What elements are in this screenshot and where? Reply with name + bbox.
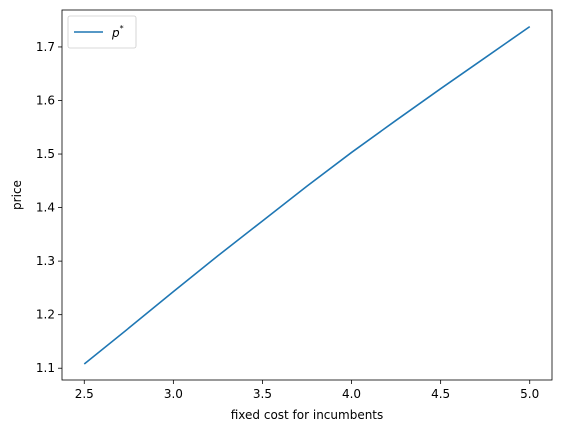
y-axis-ticks: 1.1 1.2 1.3 1.4 1.5 1.6 1.7 bbox=[36, 40, 62, 375]
x-tick-label: 5.0 bbox=[520, 387, 539, 401]
series-line-p-star bbox=[83, 25, 531, 365]
y-tick-label: 1.1 bbox=[36, 361, 55, 375]
x-axis-label: fixed cost for incumbents bbox=[231, 408, 384, 422]
y-tick-label: 1.7 bbox=[36, 40, 55, 54]
legend: p* bbox=[67, 15, 137, 49]
y-axis-label: price bbox=[10, 180, 24, 210]
x-tick-label: 3.5 bbox=[253, 387, 272, 401]
legend-entry-superscript: * bbox=[120, 24, 124, 33]
x-axis-ticks: 2.5 3.0 3.5 4.0 4.5 5.0 bbox=[75, 380, 539, 401]
y-tick-label: 1.5 bbox=[36, 147, 55, 161]
x-tick-label: 4.5 bbox=[431, 387, 450, 401]
axes-frame bbox=[61, 9, 553, 381]
y-tick-label: 1.6 bbox=[36, 93, 55, 107]
x-tick-label: 3.0 bbox=[164, 387, 183, 401]
x-tick-label: 2.5 bbox=[75, 387, 94, 401]
legend-entry-label: p* bbox=[111, 24, 124, 40]
x-tick-label: 4.0 bbox=[342, 387, 361, 401]
legend-entry-base: p bbox=[111, 26, 120, 40]
y-tick-label: 1.3 bbox=[36, 254, 55, 268]
plot-area bbox=[83, 25, 531, 365]
y-tick-label: 1.4 bbox=[36, 201, 55, 215]
y-tick-label: 1.2 bbox=[36, 308, 55, 322]
